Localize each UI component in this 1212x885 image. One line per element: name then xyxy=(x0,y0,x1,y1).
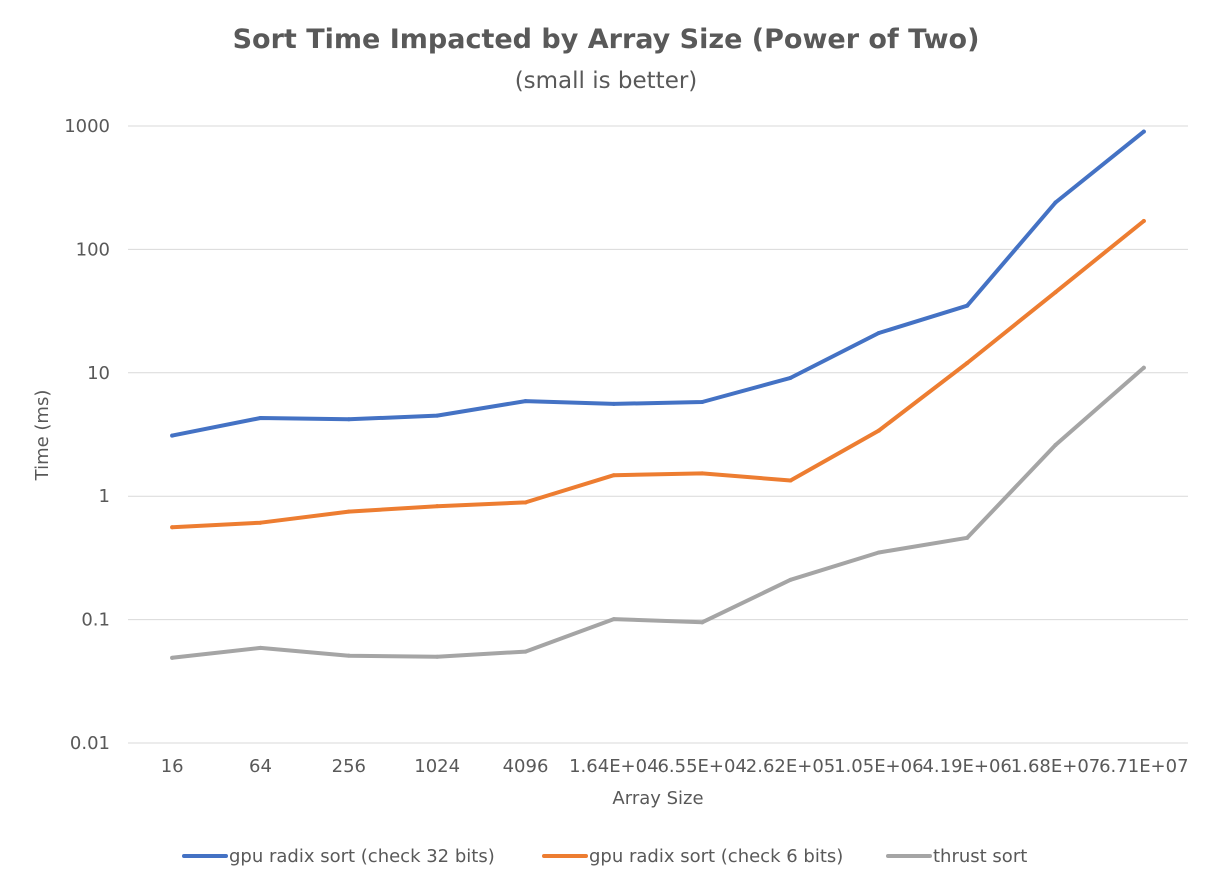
data-point xyxy=(1141,129,1146,134)
data-point xyxy=(1053,200,1058,205)
series-line-2 xyxy=(170,219,1146,530)
data-point xyxy=(611,617,616,622)
x-tick-label: 256 xyxy=(332,756,366,777)
data-point xyxy=(258,520,263,525)
data-point xyxy=(435,413,440,418)
x-tick-label: 16 xyxy=(161,756,184,777)
x-tick-label: 4.19E+06 xyxy=(922,756,1011,777)
data-point xyxy=(876,331,881,336)
x-tick-label: 1.64E+04 xyxy=(569,756,658,777)
x-tick-label: 6.71E+07 xyxy=(1099,756,1188,777)
gridlines xyxy=(128,125,1188,744)
x-tick-label: 1.68E+07 xyxy=(1011,756,1100,777)
chart-subtitle: (small is better) xyxy=(515,68,698,94)
data-point xyxy=(1141,218,1146,223)
x-tick-label: 64 xyxy=(249,756,272,777)
y-tick-label: 10 xyxy=(87,363,110,384)
series-lines xyxy=(170,129,1146,660)
legend-item: thrust sort xyxy=(886,846,1027,867)
data-point xyxy=(1053,290,1058,295)
data-point xyxy=(788,577,793,582)
legend-item: gpu radix sort (check 6 bits) xyxy=(542,846,843,867)
series-line-1 xyxy=(170,129,1146,438)
x-axis-ticks: 16 64 256 1024 4096 1.64E+046.55E+042.62E+051… xyxy=(161,756,1189,777)
y-tick-label: 1000 xyxy=(64,116,110,137)
y-tick-label: 0.1 xyxy=(81,610,110,631)
data-point xyxy=(965,361,970,366)
chart-title: Sort Time Impacted by Array Size (Power … xyxy=(233,24,980,55)
x-tick-label: 1024 xyxy=(414,756,460,777)
y-tick-label: 100 xyxy=(76,239,110,260)
data-point xyxy=(346,653,351,658)
data-point xyxy=(611,473,616,478)
x-tick-label: 2.62E+05 xyxy=(746,756,835,777)
data-point xyxy=(788,478,793,483)
data-point xyxy=(965,303,970,308)
legend: gpu radix sort (check 32 bits) gpu radix … xyxy=(182,846,1027,867)
data-point xyxy=(435,654,440,659)
y-tick-label: 1 xyxy=(99,486,110,507)
data-point xyxy=(700,620,705,625)
x-tick-label: 4096 xyxy=(503,756,549,777)
data-point xyxy=(346,417,351,422)
y-tick-label: 0.01 xyxy=(70,733,110,754)
data-point xyxy=(523,500,528,505)
y-axis-ticks: 0.01 0.1 1 10 100 1000 xyxy=(64,116,110,754)
data-point xyxy=(965,535,970,540)
legend-label: thrust sort xyxy=(933,846,1027,867)
x-axis-title: Array Size xyxy=(612,788,703,809)
data-point xyxy=(258,645,263,650)
data-point xyxy=(700,471,705,476)
data-point xyxy=(1053,442,1058,447)
data-point xyxy=(258,416,263,421)
data-point xyxy=(170,655,175,660)
legend-label: gpu radix sort (check 32 bits) xyxy=(229,846,495,867)
data-point xyxy=(700,399,705,404)
data-point xyxy=(523,399,528,404)
series-line-3 xyxy=(170,365,1146,660)
x-tick-label: 1.05E+06 xyxy=(834,756,923,777)
data-point xyxy=(346,509,351,514)
data-point xyxy=(170,433,175,438)
legend-label: gpu radix sort (check 6 bits) xyxy=(589,846,843,867)
legend-item: gpu radix sort (check 32 bits) xyxy=(182,846,495,867)
data-point xyxy=(435,504,440,509)
x-tick-label: 6.55E+04 xyxy=(657,756,746,777)
data-point xyxy=(788,375,793,380)
data-point xyxy=(170,525,175,530)
data-point xyxy=(611,401,616,406)
data-point xyxy=(876,428,881,433)
y-axis-title: Time (ms) xyxy=(32,390,53,482)
data-point xyxy=(876,550,881,555)
data-point xyxy=(1141,365,1146,370)
data-point xyxy=(523,649,528,654)
